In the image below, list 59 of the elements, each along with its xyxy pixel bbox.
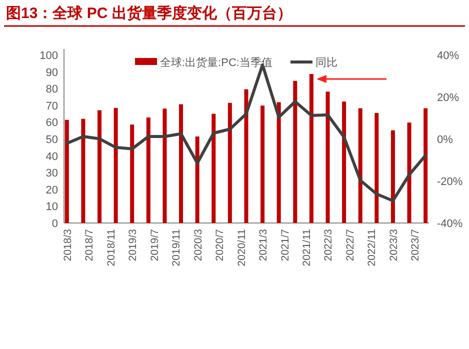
bar bbox=[374, 112, 379, 223]
bar bbox=[98, 110, 102, 223]
x-tick-label: 2021/11 bbox=[301, 228, 314, 266]
x-tick-label: 2023/3 bbox=[388, 228, 400, 262]
bar bbox=[130, 124, 134, 223]
x-tick-label: 2023/7 bbox=[410, 228, 422, 262]
x-tick-label: 2019/7 bbox=[148, 228, 161, 262]
x-tick-label: 2020/7 bbox=[214, 228, 226, 262]
bar bbox=[162, 108, 167, 223]
bar bbox=[358, 108, 362, 223]
bar bbox=[390, 130, 395, 223]
y2-tick-label: 40% bbox=[437, 50, 460, 62]
bar bbox=[179, 104, 184, 223]
bar bbox=[260, 106, 265, 223]
y2-tick-label: -20% bbox=[437, 176, 463, 188]
y-tick-label: 90 bbox=[46, 66, 58, 79]
y-tick-label: 80 bbox=[46, 84, 58, 96]
bar bbox=[276, 102, 281, 223]
x-tick-label: 2019/3 bbox=[127, 228, 140, 262]
y-tick-label: 30 bbox=[46, 168, 58, 180]
x-tick-label: 2018/3 bbox=[62, 228, 74, 262]
bar bbox=[407, 122, 412, 223]
bar bbox=[228, 102, 232, 223]
bar bbox=[309, 74, 314, 223]
x-tick-label: 2020/11 bbox=[236, 228, 248, 266]
bar bbox=[212, 114, 216, 223]
x-tick-label: 2018/11 bbox=[105, 228, 118, 266]
bar bbox=[342, 102, 346, 223]
y-tick-label: 10 bbox=[46, 201, 58, 214]
y2-tick-label: -40% bbox=[437, 218, 463, 230]
legend-label: 同比 bbox=[315, 56, 338, 69]
bar bbox=[293, 80, 298, 223]
bar bbox=[114, 108, 118, 223]
x-tick-label: 2021/7 bbox=[279, 228, 292, 262]
x-tick-label: 2021/3 bbox=[258, 228, 270, 262]
y-tick-label: 40 bbox=[46, 150, 58, 163]
bar bbox=[195, 136, 200, 223]
x-tick-label: 2022/7 bbox=[344, 228, 356, 262]
legend-label: 全球:出货量:PC:当季值 bbox=[160, 56, 272, 69]
bar bbox=[64, 120, 69, 223]
bar bbox=[81, 118, 86, 223]
y2-tick-label: 0% bbox=[437, 134, 454, 146]
x-tick-label: 2022/11 bbox=[366, 228, 378, 266]
y-tick-label: 50 bbox=[46, 134, 58, 146]
y-tick-label: 20 bbox=[46, 184, 58, 196]
y2-tick-label: 20% bbox=[437, 92, 460, 104]
x-tick-label: 2020/3 bbox=[192, 228, 204, 262]
bar bbox=[244, 89, 248, 223]
bar bbox=[424, 108, 428, 223]
y-tick-label: 60 bbox=[46, 117, 58, 130]
x-tick-label: 2022/3 bbox=[322, 228, 335, 262]
chart-title: 图13：全球 PC 出货量季度变化（百万台） bbox=[6, 4, 292, 22]
x-tick-label: 2018/7 bbox=[84, 228, 96, 262]
y-tick-label: 70 bbox=[46, 100, 58, 112]
x-tick-label: 2019/11 bbox=[170, 228, 183, 266]
bar bbox=[146, 117, 150, 223]
bar bbox=[326, 92, 330, 223]
y-tick-label: 100 bbox=[40, 50, 58, 62]
y-tick-label: 0 bbox=[52, 218, 58, 230]
